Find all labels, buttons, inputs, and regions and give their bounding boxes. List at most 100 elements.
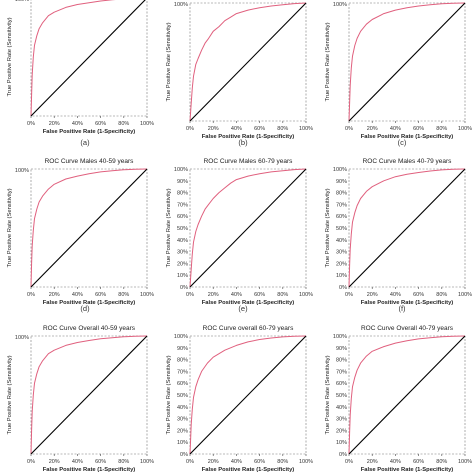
x-tick-label: 20% [49,121,60,127]
y-tick-label: 80% [336,358,347,364]
y-axis-label: True Positive Rate (Sensitivity) [7,355,13,434]
x-tick-label: 100% [299,459,313,465]
roc-curve-line [30,0,116,117]
x-tick-label: 60% [254,459,265,465]
x-tick-label: 20% [49,459,60,465]
panel-caption: (c) [398,138,407,147]
x-tick-label: 100% [458,126,472,132]
reference-diagonal-line [30,0,146,117]
reference-diagonal-line [348,168,466,288]
y-axis-label: True Positive Rate (Sensitivity) [325,188,331,267]
roc-chart-g: 0% 20% 40% 60% 80% 100% 100% ROC Curve Overall … [7,325,154,473]
roc-chart-b: 0% 20% 40% 60% 80% 100% 100% False Positive Rat… [166,2,313,140]
y-tick-label: 20% [336,261,347,267]
x-tick-label: 0% [345,292,353,298]
x-axis-label: False Positive Rate (1-Specificity) [202,300,295,306]
reference-diagonal-line [189,335,307,455]
x-tick-label: 60% [413,459,424,465]
x-tick-label: 60% [95,459,106,465]
x-tick-label: 80% [436,292,447,298]
chart-title: ROC Curve Overall 40-59 years [43,325,136,332]
panel-caption: (d) [80,304,90,313]
reference-diagonal-line [348,2,466,122]
panel-caption: (b) [238,138,248,147]
y-tick-label: 20% [177,261,188,267]
x-tick-label: 60% [95,121,106,127]
x-tick-label: 100% [299,126,313,132]
roc-curve-line [30,168,148,288]
x-tick-label: 80% [277,292,288,298]
y-axis-label: True Positive Rate (Sensitivity) [325,355,331,434]
roc-chart-i: 0% 20% 40% 60% 80% 100% 0% 10% 20% 30% 40% 50% 60% 70… [325,325,472,473]
roc-chart-e: 0% 20% 40% 60% 80% 100% 0% 10% 20% 30% 40% 50% 60% 70… [166,158,313,306]
x-tick-label: 100% [299,292,313,298]
x-tick-label: 40% [231,292,242,298]
y-tick-label: 20% [177,428,188,434]
chart-title: ROC Curve overall 60-79 years [203,325,294,332]
reference-diagonal-line [30,168,148,288]
y-tick-label: 40% [177,238,188,244]
y-tick-label: 90% [177,346,188,352]
x-tick-label: 0% [186,292,194,298]
x-tick-label: 20% [208,292,219,298]
x-tick-label: 40% [72,459,83,465]
x-tick-label: 0% [186,126,194,132]
y-tick-label: 90% [336,179,347,185]
y-tick-label: 100% [174,334,188,340]
y-tick-label: 10% [177,440,188,446]
y-tick-label: 30% [177,250,188,256]
y-tick-label: 0% [180,285,188,291]
y-tick-label: 100% [333,2,347,8]
y-tick-label: 70% [336,202,347,208]
y-tick-label: 40% [177,405,188,411]
x-tick-label: 60% [254,126,265,132]
y-tick-label: 70% [177,369,188,375]
x-axis-label: False Positive Rate (1-Specificity) [202,467,295,473]
y-tick-label: 100% [15,335,29,341]
roc-curve-line [348,335,466,455]
x-tick-label: 40% [72,121,83,127]
y-tick-label: 60% [177,381,188,387]
y-tick-label: 100% [333,334,347,340]
x-axis-label: False Positive Rate (1-Specificity) [361,134,454,140]
x-tick-label: 100% [140,121,154,127]
x-axis-label: False Positive Rate (1-Specificity) [361,300,454,306]
roc-curve-line [189,2,307,122]
roc-curve-line [348,2,466,122]
x-tick-label: 0% [27,459,35,465]
x-tick-label: 40% [231,126,242,132]
y-tick-label: 80% [336,191,347,197]
y-axis-label: True Positive Rate (Sensitivity) [166,188,172,267]
chart-title: ROC Curve Males 40-59 years [45,158,135,165]
roc-curve-line [189,335,307,455]
y-tick-label: 0% [339,452,347,458]
y-axis-label: True Positive Rate (Sensitivity) [166,355,172,434]
chart-title: ROC Curve Males 60-79 years [204,158,294,165]
x-tick-label: 80% [436,126,447,132]
x-tick-label: 20% [367,292,378,298]
x-tick-label: 100% [140,459,154,465]
x-axis-label: False Positive Rate (1-Specificity) [43,129,136,135]
x-tick-label: 40% [72,292,83,298]
roc-chart-c: 0% 20% 40% 60% 80% 100% 100% False Positive Rat… [325,2,472,140]
y-tick-label: 60% [336,381,347,387]
y-tick-label: 60% [177,214,188,220]
y-tick-label: 100% [15,0,29,3]
x-tick-label: 40% [390,292,401,298]
x-axis-label: False Positive Rate (1-Specificity) [43,467,136,473]
y-tick-label: 10% [336,273,347,279]
y-tick-label: 10% [336,440,347,446]
y-tick-label: 0% [180,452,188,458]
y-axis-label: True Positive Rate (Sensitivity) [325,22,331,101]
y-tick-label: 20% [336,428,347,434]
x-tick-label: 20% [367,459,378,465]
y-tick-label: 50% [177,226,188,232]
y-tick-label: 100% [174,167,188,173]
chart-title: ROC Curve Overall 40-79 years [361,325,454,332]
y-tick-label: 40% [336,405,347,411]
y-tick-label: 0% [339,285,347,291]
y-tick-label: 80% [177,191,188,197]
y-tick-label: 30% [336,250,347,256]
y-tick-label: 50% [177,393,188,399]
